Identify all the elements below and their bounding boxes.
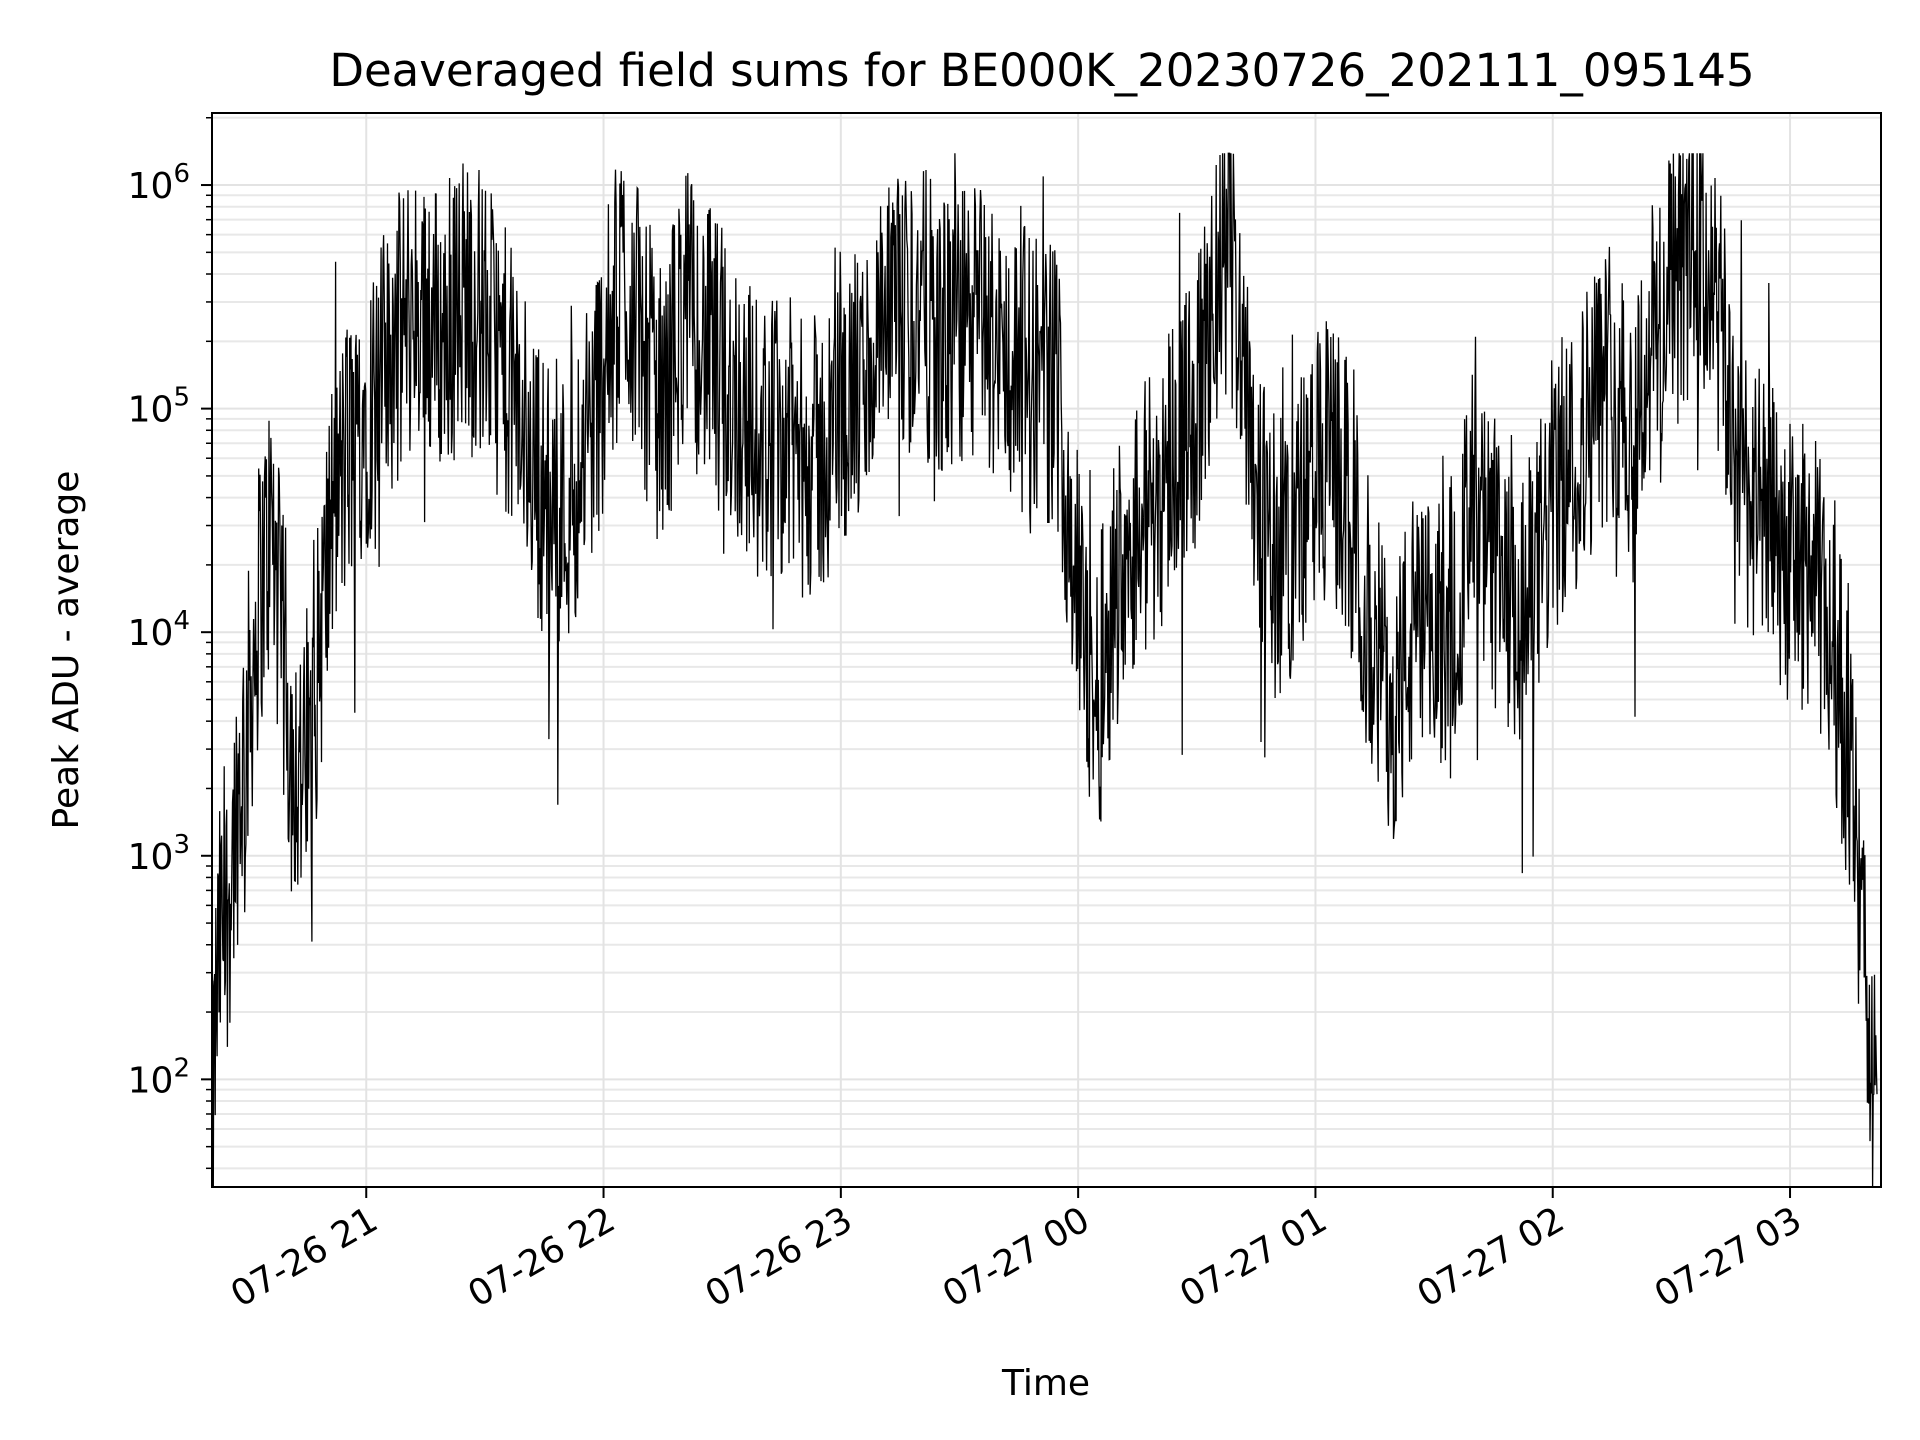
x-tick-label: 07-26 22 (461, 1199, 622, 1315)
x-tick-label: 07-26 21 (224, 1199, 385, 1315)
series-group (211, 152, 1878, 1188)
y-tick-exponent: 6 (173, 159, 190, 189)
x-tick-label: 07-26 23 (699, 1199, 860, 1315)
y-tick-base: 10 (128, 1060, 174, 1101)
y-tick-base: 10 (128, 613, 174, 654)
y-tick-label: 105 (128, 383, 190, 431)
x-tick-label: 07-27 02 (1411, 1199, 1572, 1315)
plot-frame (211, 112, 1882, 1188)
y-tick-label: 106 (128, 159, 190, 207)
y-tick-base: 10 (128, 166, 174, 207)
y-tick-label: 104 (128, 606, 190, 654)
y-tick-label: 102 (128, 1053, 190, 1101)
y-tick-base: 10 (128, 837, 174, 878)
series-line (211, 152, 1878, 1188)
y-tick-exponent: 4 (173, 606, 190, 636)
y-axis-label: Peak ADU - average (46, 471, 87, 830)
grid (212, 113, 1881, 1187)
y-tick-exponent: 5 (173, 383, 190, 413)
chart-title: Deaveraged field sums for BE000K_2023072… (329, 44, 1754, 97)
x-tick-label: 07-27 01 (1173, 1199, 1334, 1315)
x-ticks: 07-26 21 07-26 22 07-26 23 07-27 00 07-27 01… (224, 1187, 1809, 1316)
x-axis-label: Time (1001, 1363, 1090, 1404)
y-tick-exponent: 2 (173, 1053, 190, 1083)
y-tick-label: 103 (128, 830, 190, 878)
y-tick-exponent: 3 (173, 830, 190, 860)
x-tick-label: 07-27 03 (1648, 1199, 1809, 1315)
x-tick-label: 07-27 00 (936, 1199, 1097, 1315)
y-tick-base: 10 (128, 390, 174, 431)
